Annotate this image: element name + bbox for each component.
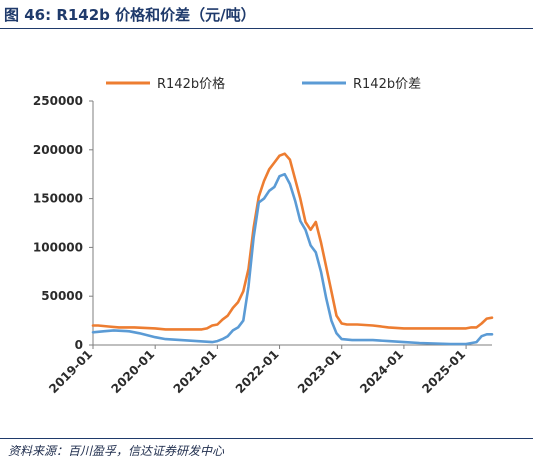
y-tick-label: 50000 — [41, 289, 83, 303]
x-axis: 2019-01 2020-01 2021-01 2022-01 2023-01 2024-… — [46, 344, 492, 396]
y-tick-label: 250000 — [33, 94, 83, 108]
y-tick-label: 100000 — [33, 240, 83, 254]
x-tick-label: 2019-01 — [46, 347, 95, 396]
x-tick-label: 2024-01 — [357, 347, 406, 396]
legend: R142b价格 R142b价差 — [106, 76, 421, 92]
plot-series — [91, 152, 494, 346]
x-tick-label: 2025-01 — [419, 347, 468, 396]
figure-title: 图 46: R142b 价格和价差（元/吨） — [4, 6, 256, 24]
y-axis: 0 50000 100000 150000 200000 250000 — [33, 94, 94, 352]
chart: R142b价格 R142b价差 0 50000 100000 150000 200000… — [33, 76, 494, 396]
source-note: 资料来源：百川盈孚，信达证券研发中心 — [8, 444, 225, 458]
series-line-spread — [91, 172, 494, 346]
legend-label-spread: R142b价差 — [353, 77, 421, 92]
x-tick-label: 2023-01 — [295, 347, 344, 396]
title-rule — [0, 28, 533, 29]
x-tick-label: 2021-01 — [171, 347, 220, 396]
legend-label-price: R142b价格 — [157, 76, 225, 92]
y-tick-label: 150000 — [33, 192, 83, 206]
source-rule — [0, 438, 533, 439]
y-tick-label: 200000 — [33, 143, 83, 157]
x-tick-label: 2022-01 — [233, 347, 282, 396]
series-line-price — [91, 152, 494, 331]
y-tick-label: 0 — [75, 338, 83, 352]
x-tick-label: 2020-01 — [108, 347, 157, 396]
